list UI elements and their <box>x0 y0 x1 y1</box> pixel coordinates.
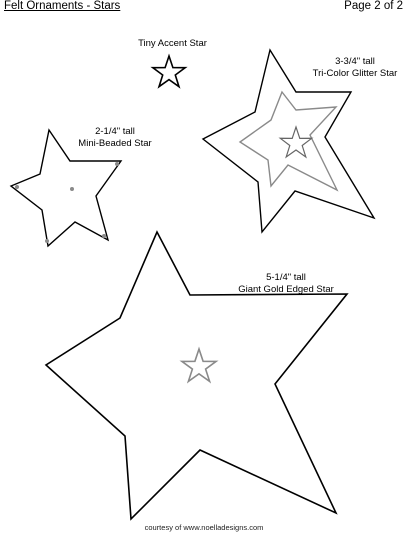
giant-star-size: 5-1/4" tall <box>266 272 306 283</box>
glitter-star-size: 3-3/4" tall <box>335 56 375 67</box>
glitter-star-inner-outline <box>278 125 314 159</box>
giant-star-outline <box>44 230 349 521</box>
bead-dot <box>45 239 49 243</box>
giant-star-center-accent <box>179 346 219 384</box>
page-number: Page 2 of 2 <box>344 0 403 12</box>
bead-dot <box>15 185 19 189</box>
page-title: Felt Ornaments - Stars <box>4 0 121 12</box>
mini-beaded-star-outline <box>9 128 123 248</box>
glitter-star-middle-outline <box>238 90 339 192</box>
tiny-accent-star-outline <box>150 53 188 89</box>
glitter-star-name: Tri-Color Glitter Star <box>312 68 398 79</box>
giant-star-name: Giant Gold Edged Star <box>238 284 334 295</box>
tiny-star-name: Tiny Accent Star <box>138 38 207 49</box>
bead-dot <box>115 162 119 166</box>
footer-credit: courtesy of www.noelladesigns.com <box>144 523 264 532</box>
glitter-star-outer-outline <box>201 48 376 234</box>
bead-dot <box>70 187 74 191</box>
beaded-star-name: Mini-Beaded Star <box>78 138 152 149</box>
bead-dot <box>102 234 106 238</box>
beaded-star-size: 2-1/4" tall <box>95 126 135 137</box>
